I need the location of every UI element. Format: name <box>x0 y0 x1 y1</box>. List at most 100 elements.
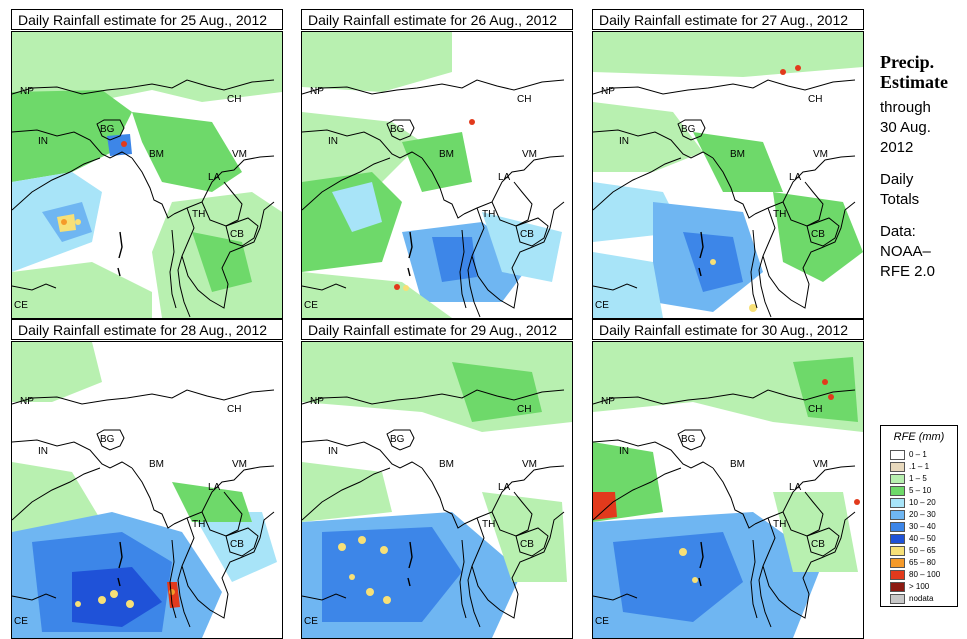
label-bm: BM <box>149 149 164 160</box>
legend-range: 65 – 80 <box>909 558 936 567</box>
rainfall-map: NP IN BG CH BM VM LA TH CB CE <box>592 31 864 319</box>
label-vm: VM <box>813 459 828 470</box>
label-bm: BM <box>730 149 745 160</box>
label-ce: CE <box>595 616 609 627</box>
label-ch: CH <box>517 404 531 415</box>
label-ce: CE <box>14 616 28 627</box>
label-in: IN <box>38 136 48 147</box>
label-cb: CB <box>520 229 534 240</box>
caption-year: 2012 <box>880 139 914 156</box>
legend-row: 20 – 30 <box>890 509 936 520</box>
panel-title: Daily Rainfall estimate for 30 Aug., 201… <box>592 319 864 340</box>
label-np: NP <box>310 396 324 407</box>
legend-range: 50 – 65 <box>909 546 936 555</box>
caption-through: through <box>880 99 931 116</box>
label-th: TH <box>773 209 786 220</box>
label-bm: BM <box>730 459 745 470</box>
legend-row: 0 – 1 <box>890 449 927 460</box>
label-in: IN <box>328 446 338 457</box>
legend-swatch <box>890 509 905 520</box>
label-bg: BG <box>100 124 115 135</box>
panel-title: Daily Rainfall estimate for 29 Aug., 201… <box>301 319 573 340</box>
label-np: NP <box>20 396 34 407</box>
legend-range: 20 – 30 <box>909 510 936 519</box>
legend-range: 0 – 1 <box>909 450 927 459</box>
label-ch: CH <box>517 94 531 105</box>
panel-title: Daily Rainfall estimate for 26 Aug., 201… <box>301 9 573 30</box>
label-la: LA <box>208 172 221 183</box>
label-bg: BG <box>100 434 115 445</box>
label-bm: BM <box>439 459 454 470</box>
label-in: IN <box>38 446 48 457</box>
legend-row: > 100 <box>890 581 929 592</box>
legend-swatch <box>890 521 905 532</box>
rainfall-map: NP IN BG CH BM VM LA TH CB CE <box>11 341 283 639</box>
label-bm: BM <box>149 459 164 470</box>
caption-daily: Daily <box>880 171 914 188</box>
legend-swatch <box>890 593 905 604</box>
legend-row: 5 – 10 <box>890 485 931 496</box>
legend-swatch <box>890 449 905 460</box>
legend-range: 40 – 50 <box>909 534 936 543</box>
legend-swatch <box>890 533 905 544</box>
label-vm: VM <box>232 459 247 470</box>
legend-swatch <box>890 581 905 592</box>
label-bg: BG <box>681 434 696 445</box>
legend-swatch <box>890 485 905 496</box>
caption-totals: Totals <box>880 191 920 208</box>
rainfall-map: NP IN BG CH BM VM LA TH CB CE <box>301 31 573 319</box>
legend-row: 30 – 40 <box>890 521 936 532</box>
legend-range: > 100 <box>909 582 930 591</box>
panel-title: Daily Rainfall estimate for 25 Aug., 201… <box>11 9 283 30</box>
label-vm: VM <box>232 149 247 160</box>
label-th: TH <box>192 519 205 530</box>
label-th: TH <box>192 209 205 220</box>
label-ce: CE <box>14 300 28 311</box>
label-th: TH <box>482 209 495 220</box>
label-ch: CH <box>808 94 822 105</box>
label-ch: CH <box>808 404 822 415</box>
rainfall-map: NP IN BG CH BM VM LA TH CB CE <box>11 31 283 319</box>
legend-row: 10 – 20 <box>890 497 936 508</box>
label-ch: CH <box>227 94 241 105</box>
legend-swatch <box>890 461 905 472</box>
label-vm: VM <box>522 459 537 470</box>
legend-swatch <box>890 569 905 580</box>
label-ce: CE <box>304 300 318 311</box>
panel-title: Daily Rainfall estimate for 27 Aug., 201… <box>592 9 864 30</box>
label-bm: BM <box>439 149 454 160</box>
label-cb: CB <box>811 539 825 550</box>
label-la: LA <box>498 172 511 183</box>
label-ch: CH <box>227 404 241 415</box>
label-bg: BG <box>390 434 405 445</box>
legend-range: nodata <box>909 594 934 603</box>
legend-row: 50 – 65 <box>890 545 936 556</box>
legend-row: 65 – 80 <box>890 557 936 568</box>
label-bg: BG <box>681 124 696 135</box>
legend-swatch <box>890 497 905 508</box>
label-cb: CB <box>811 229 825 240</box>
legend-range: 30 – 40 <box>909 522 936 531</box>
label-ce: CE <box>595 300 609 311</box>
label-in: IN <box>619 446 629 457</box>
caption-estimate: Estimate <box>880 72 948 92</box>
caption-noaa: NOAA– <box>880 243 931 260</box>
legend-range: 10 – 20 <box>909 498 936 507</box>
legend-range: 80 – 100 <box>909 570 941 579</box>
legend-swatch <box>890 557 905 568</box>
label-np: NP <box>601 86 615 97</box>
label-np: NP <box>20 86 34 97</box>
legend-range: 1 – 5 <box>909 474 927 483</box>
label-vm: VM <box>813 149 828 160</box>
legend-range: 5 – 10 <box>909 486 932 495</box>
legend-row: 40 – 50 <box>890 533 936 544</box>
label-cb: CB <box>230 539 244 550</box>
rfe-legend: RFE (mm) 0 – 1 .1 – 1 1 – 5 5 – 10 10 – … <box>880 425 958 607</box>
legend-row: 1 – 5 <box>890 473 927 484</box>
panel-title: Daily Rainfall estimate for 28 Aug., 201… <box>11 319 283 340</box>
label-th: TH <box>482 519 495 530</box>
rainfall-map: NP IN BG CH BM VM LA TH CB CE <box>301 341 573 639</box>
legend-swatch <box>890 473 905 484</box>
label-th: TH <box>773 519 786 530</box>
legend-row: .1 – 1 <box>890 461 929 472</box>
